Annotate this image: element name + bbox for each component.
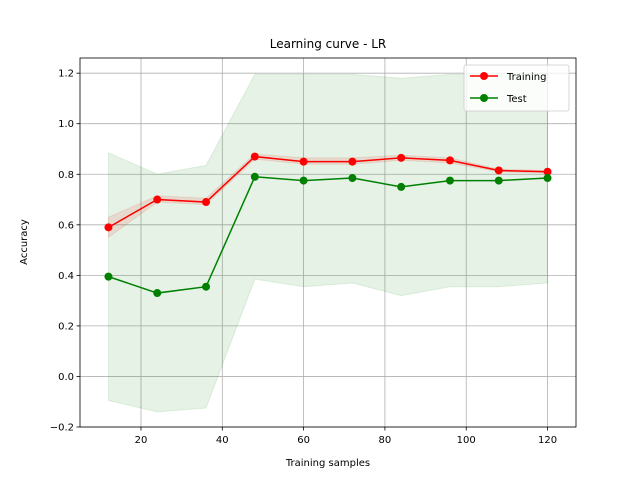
test-band — [107, 72, 549, 413]
test-point — [445, 176, 454, 185]
test-point — [202, 282, 211, 291]
y-tick-label: 0.0 — [58, 372, 74, 383]
test-legend-marker — [480, 94, 488, 102]
training-legend-marker — [480, 72, 488, 80]
training-point — [153, 195, 162, 204]
y-tick-label: 0.6 — [58, 220, 74, 231]
test-point — [250, 172, 259, 181]
legend: Training Test — [463, 64, 570, 112]
training-point — [543, 167, 552, 176]
y-tick-label: −0.2 — [50, 423, 74, 434]
y-tick-label: 1.0 — [58, 119, 74, 130]
x-tick-label: 120 — [538, 435, 557, 446]
training-point — [299, 157, 308, 166]
test-line — [108, 176, 548, 294]
test-point — [299, 176, 308, 185]
test-point — [494, 176, 503, 185]
training-point — [494, 166, 503, 175]
y-tick-label: 0.8 — [58, 170, 74, 181]
axes — [76, 57, 577, 431]
training-legend-label: Training — [506, 72, 546, 83]
x-tick-label: 80 — [379, 435, 392, 446]
training-point — [104, 223, 113, 232]
training-point — [397, 153, 406, 162]
series-lines — [104, 152, 552, 298]
training-line — [108, 155, 548, 228]
y-tick-label: 0.4 — [58, 271, 74, 282]
tick-labels: 20 40 60 80 100 120 −0.2 0.0 0.2 0.4 0.6 0.8 1.0 1.2 — [50, 69, 557, 446]
training-point — [445, 156, 454, 165]
x-axis-label: Training samples — [285, 458, 370, 469]
training-point — [348, 157, 357, 166]
training-point — [202, 198, 211, 207]
x-tick-label: 20 — [135, 435, 148, 446]
grid — [80, 58, 576, 428]
x-tick-label: 100 — [457, 435, 476, 446]
test-point — [104, 272, 113, 281]
test-point — [153, 289, 162, 298]
x-tick-label: 60 — [297, 435, 310, 446]
test-point — [348, 174, 357, 183]
x-tick-label: 40 — [216, 435, 229, 446]
y-tick-label: 1.2 — [58, 69, 74, 80]
training-point — [250, 152, 259, 161]
plot-frame — [79, 57, 577, 428]
test-point — [397, 182, 406, 191]
test-legend-label: Test — [506, 94, 527, 105]
test-point — [543, 174, 552, 183]
y-axis-label: Accuracy — [19, 219, 30, 265]
y-tick-label: 0.2 — [58, 321, 74, 332]
chart-title: Learning curve - LR — [270, 37, 387, 51]
